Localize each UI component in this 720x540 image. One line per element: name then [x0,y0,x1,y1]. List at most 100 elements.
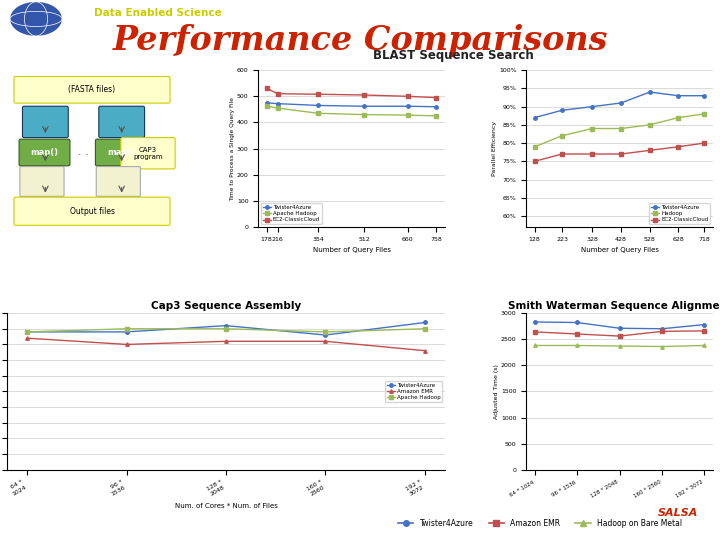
Text: Performance Comparisons: Performance Comparisons [112,24,608,57]
Hadoop [588,125,597,132]
EC2-ClassicCloud [403,93,412,99]
EC2-ClassicCloud [700,140,708,146]
Line: EC2-ClassicCloud: EC2-ClassicCloud [265,87,438,99]
Hadoop [531,144,539,150]
Hadoop on Bare Metal [573,342,582,349]
Line: EC2-ClassicCloud: EC2-ClassicCloud [533,141,706,163]
Hadoop [700,111,708,117]
EC2-ClassicCloud [314,91,323,97]
Hadoop on Bare Metal [615,343,624,349]
Twister4Azure [615,325,624,332]
Twister4Azure [700,321,708,328]
Amazon EMR [122,341,131,348]
Twister4Azure [222,322,230,329]
Amazon EMR [420,347,429,354]
Twister4Azure [420,319,429,326]
Legend: Twister4Azure, Amazon EMR, Apache Hadoop: Twister4Azure, Amazon EMR, Apache Hadoop [385,381,442,402]
Hadoop on Bare Metal [657,343,666,350]
Line: Apache Hadoop: Apache Hadoop [265,105,438,118]
Twister4Azure [403,103,412,110]
Hadoop [558,132,567,139]
Amazon EMR [23,335,32,341]
Y-axis label: Time to Process a Single Query File: Time to Process a Single Query File [230,97,235,200]
FancyBboxPatch shape [20,166,64,197]
Y-axis label: Parallel Efficiency: Parallel Efficiency [492,121,498,176]
Apache Hadoop [403,112,412,118]
Amazon EMR [657,328,666,335]
Twister4Azure [657,326,666,332]
Twister4Azure [616,100,625,106]
EC2-ClassicCloud [262,85,271,92]
Text: map(): map() [107,148,135,157]
Line: Apache Hadoop: Apache Hadoop [25,327,427,334]
FancyBboxPatch shape [121,138,175,169]
Twister4Azure [531,114,539,121]
Amazon EMR [700,328,708,334]
Line: Amazon EMR: Amazon EMR [25,336,427,353]
Twister4Azure [531,319,539,325]
Twister4Azure [558,107,567,113]
Twister4Azure [645,89,654,95]
Twister4Azure [262,99,271,106]
Line: Hadoop: Hadoop [533,112,706,148]
Text: map(): map() [30,148,58,157]
Hadoop on Bare Metal [531,342,539,349]
Apache Hadoop [122,326,131,332]
Twister4Azure [700,92,708,99]
Amazon EMR [222,338,230,345]
FancyBboxPatch shape [99,106,145,138]
Text: CAP3
program: CAP3 program [133,147,163,160]
Hadoop [616,125,625,132]
FancyBboxPatch shape [14,197,170,225]
FancyBboxPatch shape [22,106,68,138]
Twister4Azure [674,92,683,99]
EC2-ClassicCloud [588,151,597,157]
Text: Output files: Output files [70,207,114,216]
Hadoop on Bare Metal [700,342,708,349]
FancyBboxPatch shape [14,77,170,103]
Amazon EMR [615,333,624,339]
X-axis label: Number of Query Files: Number of Query Files [580,247,659,253]
EC2-ClassicCloud [274,91,282,97]
Apache Hadoop [321,329,330,335]
Text: (FASTA files): (FASTA files) [68,85,116,94]
Twister4Azure [314,102,323,109]
EC2-ClassicCloud [360,92,369,98]
Twister4Azure [23,329,32,335]
EC2-ClassicCloud [558,151,567,157]
Text: Data Enabled Science: Data Enabled Science [94,8,221,18]
EC2-ClassicCloud [432,94,441,101]
Line: Twister4Azure: Twister4Azure [533,90,706,119]
EC2-ClassicCloud [616,151,625,157]
EC2-ClassicCloud [674,144,683,150]
Line: Twister4Azure: Twister4Azure [265,101,438,109]
Amazon EMR [531,329,539,335]
Amazon EMR [573,330,582,337]
Amazon EMR [321,338,330,345]
Apache Hadoop [432,113,441,119]
Hadoop [645,122,654,128]
Twister4Azure [432,104,441,110]
FancyBboxPatch shape [96,166,140,197]
Apache Hadoop [23,329,32,335]
Y-axis label: Adjusted Time (s): Adjusted Time (s) [495,364,500,419]
Apache Hadoop [314,110,323,117]
Twister4Azure [274,100,282,107]
Twister4Azure [360,103,369,110]
EC2-ClassicCloud [645,147,654,153]
Legend: Twister4Azure, Apache Hadoop, EC2-ClassicCloud: Twister4Azure, Apache Hadoop, EC2-Classi… [261,203,322,224]
Line: Hadoop on Bare Metal: Hadoop on Bare Metal [533,344,706,348]
X-axis label: Number of Query Files: Number of Query Files [312,247,390,253]
Line: Twister4Azure: Twister4Azure [533,320,706,330]
FancyBboxPatch shape [96,139,146,166]
Twister4Azure [122,329,131,335]
Text: . .: . . [78,147,89,158]
Twister4Azure [321,332,330,338]
Apache Hadoop [420,326,429,332]
Apache Hadoop [222,326,230,332]
Apache Hadoop [262,103,271,110]
Line: Twister4Azure: Twister4Azure [25,321,427,337]
Line: Amazon EMR: Amazon EMR [533,329,706,338]
Legend: Twister4Azure, Hadoop, EC2-ClassicCloud: Twister4Azure, Hadoop, EC2-ClassicCloud [649,203,710,224]
Title: Smith Waterman Sequence Alignment: Smith Waterman Sequence Alignment [508,301,720,311]
